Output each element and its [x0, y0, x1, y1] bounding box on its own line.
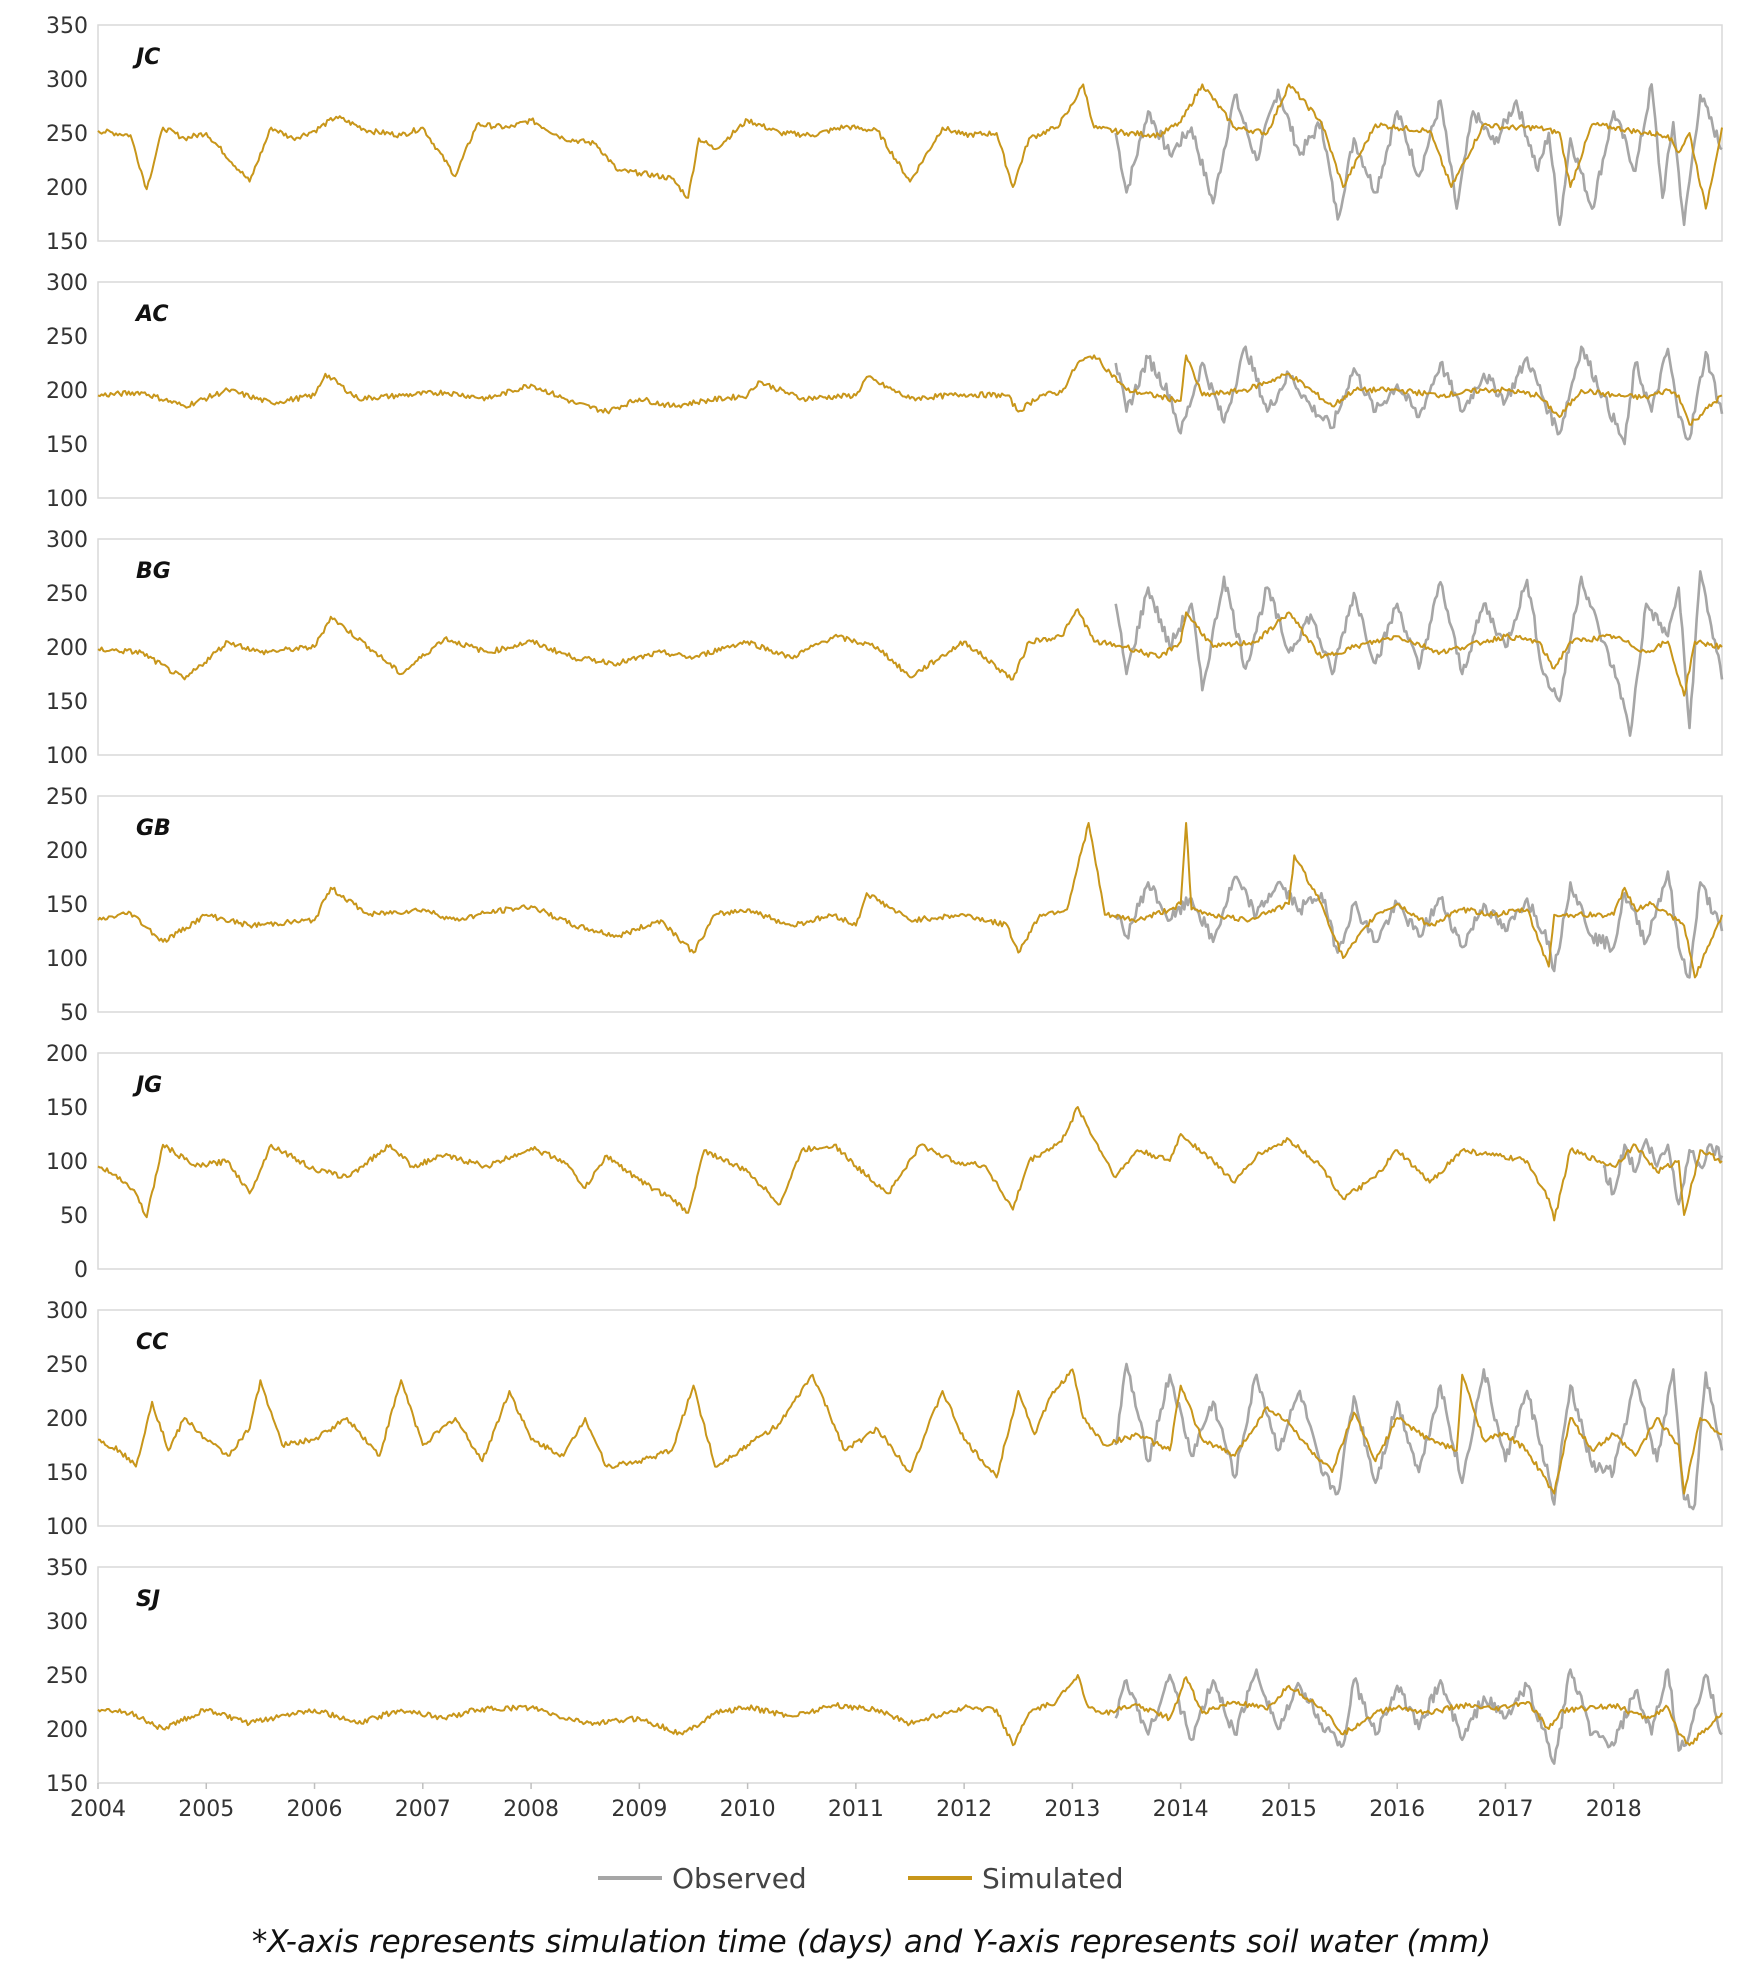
- panel-sj-label: SJ: [136, 1587, 160, 1612]
- x-tick-label: 2012: [936, 1797, 992, 1822]
- legend-simulated-label: Simulated: [982, 1862, 1124, 1895]
- panel-cc-observed-line: [1114, 1362, 1724, 1511]
- panel-gb-simulated-line: [97, 822, 1723, 979]
- panel-jc-ytick-label: 150: [46, 230, 88, 255]
- legend-observed-label: Observed: [672, 1862, 807, 1895]
- x-tick-label: 2015: [1261, 1797, 1317, 1822]
- x-tick-label: 2007: [395, 1797, 451, 1822]
- panel-sj-ytick-label: 300: [46, 1610, 88, 1635]
- panel-bg-ytick-label: 250: [46, 582, 88, 607]
- panel-jg-ytick-label: 0: [74, 1258, 88, 1283]
- panel-jc-simulated-line: [97, 83, 1723, 210]
- panels: 150 200 250 300 350 JC 100 150 200 250 300 AC 100 150…: [46, 14, 1724, 1797]
- panel-sj-ytick-label: 150: [46, 1772, 88, 1797]
- x-tick-label: 2008: [503, 1797, 559, 1822]
- panel-sj-observed-line: [1114, 1668, 1723, 1765]
- panel-ac-ytick-label: 100: [46, 487, 88, 512]
- panel-cc-ytick-label: 100: [46, 1515, 88, 1540]
- panel-jc-ytick-label: 200: [46, 176, 88, 201]
- panel-bg-ytick-label: 150: [46, 690, 88, 715]
- x-tick-label: 2017: [1477, 1797, 1533, 1822]
- panel-gb-label: GB: [136, 816, 171, 841]
- panel-jc-ytick-label: 250: [46, 122, 88, 147]
- panel-sj-ytick-label: 250: [46, 1664, 88, 1689]
- panel-ac-observed-line: [1114, 345, 1724, 446]
- panel-cc-frame: [97, 1309, 1723, 1527]
- panel-gb-observed-line: [1114, 870, 1724, 979]
- panel-gb-frame: [97, 795, 1723, 1013]
- panel-ac-ytick-label: 150: [46, 433, 88, 458]
- panel-sj-simulated-line: [97, 1674, 1723, 1747]
- panel-gb-ytick-label: 200: [46, 839, 88, 864]
- x-tick-label: 2009: [611, 1797, 667, 1822]
- panel-ac-frame: [97, 281, 1723, 499]
- panel-cc-label: CC: [136, 1330, 168, 1355]
- panel-jc-ytick-label: 350: [46, 14, 88, 39]
- panel-jg-observed-line: [1602, 1138, 1724, 1206]
- panel-jc-label: JC: [132, 45, 160, 70]
- panel-ac-ytick-label: 200: [46, 379, 88, 404]
- x-tick-label: 2018: [1586, 1797, 1642, 1822]
- panel-cc-simulated-line: [97, 1368, 1723, 1495]
- panel-jg: 0 50 100 150 200 JG: [46, 1042, 1724, 1283]
- panel-cc-ytick-label: 250: [46, 1353, 88, 1378]
- x-tick-label: 2010: [720, 1797, 776, 1822]
- x-tick-label: 2005: [178, 1797, 234, 1822]
- x-tick-label: 2004: [70, 1797, 126, 1822]
- panel-jc-frame: [97, 24, 1723, 242]
- panel-sj-ytick-label: 200: [46, 1718, 88, 1743]
- panel-jg-ytick-label: 150: [46, 1096, 88, 1121]
- panel-gb: 50 100 150 200 250 GB: [46, 785, 1724, 1026]
- legend: Observed Simulated: [598, 1862, 1124, 1895]
- panel-ac: 100 150 200 250 300 AC: [46, 271, 1724, 512]
- panel-jc-ytick-label: 300: [46, 68, 88, 93]
- panel-jg-label: JG: [132, 1073, 162, 1098]
- panel-bg-label: BG: [136, 559, 171, 584]
- x-tick-label: 2014: [1153, 1797, 1209, 1822]
- x-tick-label: 2013: [1044, 1797, 1100, 1822]
- panel-jc-observed-line: [1114, 83, 1723, 227]
- panel-bg-frame: [97, 538, 1723, 756]
- panel-gb-ytick-label: 50: [60, 1001, 88, 1026]
- panel-bg-simulated-line: [97, 608, 1723, 697]
- panel-jg-simulated-line: [97, 1106, 1723, 1222]
- panel-cc-ytick-label: 150: [46, 1461, 88, 1486]
- panel-sj: 150 200 250 300 350 SJ: [46, 1556, 1723, 1797]
- panel-cc: 100 150 200 250 300 CC: [46, 1299, 1724, 1540]
- panel-cc-ytick-label: 300: [46, 1299, 88, 1324]
- panel-bg-ytick-label: 100: [46, 744, 88, 769]
- panel-ac-ytick-label: 300: [46, 271, 88, 296]
- panel-sj-ytick-label: 350: [46, 1556, 88, 1581]
- panel-ac-ytick-label: 250: [46, 325, 88, 350]
- panel-jc: 150 200 250 300 350 JC: [46, 14, 1723, 255]
- panel-bg-ytick-label: 300: [46, 528, 88, 553]
- panel-jg-ytick-label: 100: [46, 1150, 88, 1175]
- x-tick-label: 2011: [828, 1797, 884, 1822]
- panel-sj-frame: [97, 1566, 1723, 1784]
- panel-bg: 100 150 200 250 300 BG: [46, 528, 1724, 769]
- x-axis: 2004 2005 2006 2007 2008 2009 2010 2011 2012 2013…: [70, 1783, 1642, 1822]
- panel-bg-ytick-label: 200: [46, 636, 88, 661]
- x-tick-label: 2016: [1369, 1797, 1425, 1822]
- panel-cc-ytick-label: 200: [46, 1407, 88, 1432]
- panel-bg-observed-line: [1114, 570, 1724, 737]
- panel-gb-ytick-label: 250: [46, 785, 88, 810]
- panel-ac-label: AC: [134, 302, 169, 327]
- panel-gb-ytick-label: 150: [46, 893, 88, 918]
- panel-ac-simulated-line: [97, 354, 1723, 426]
- panel-jg-ytick-label: 200: [46, 1042, 88, 1067]
- panel-gb-ytick-label: 100: [46, 947, 88, 972]
- chart-caption: *X-axis represents simulation time (days…: [251, 1924, 1492, 1960]
- x-tick-label: 2006: [287, 1797, 343, 1822]
- panel-jg-ytick-label: 50: [60, 1204, 88, 1229]
